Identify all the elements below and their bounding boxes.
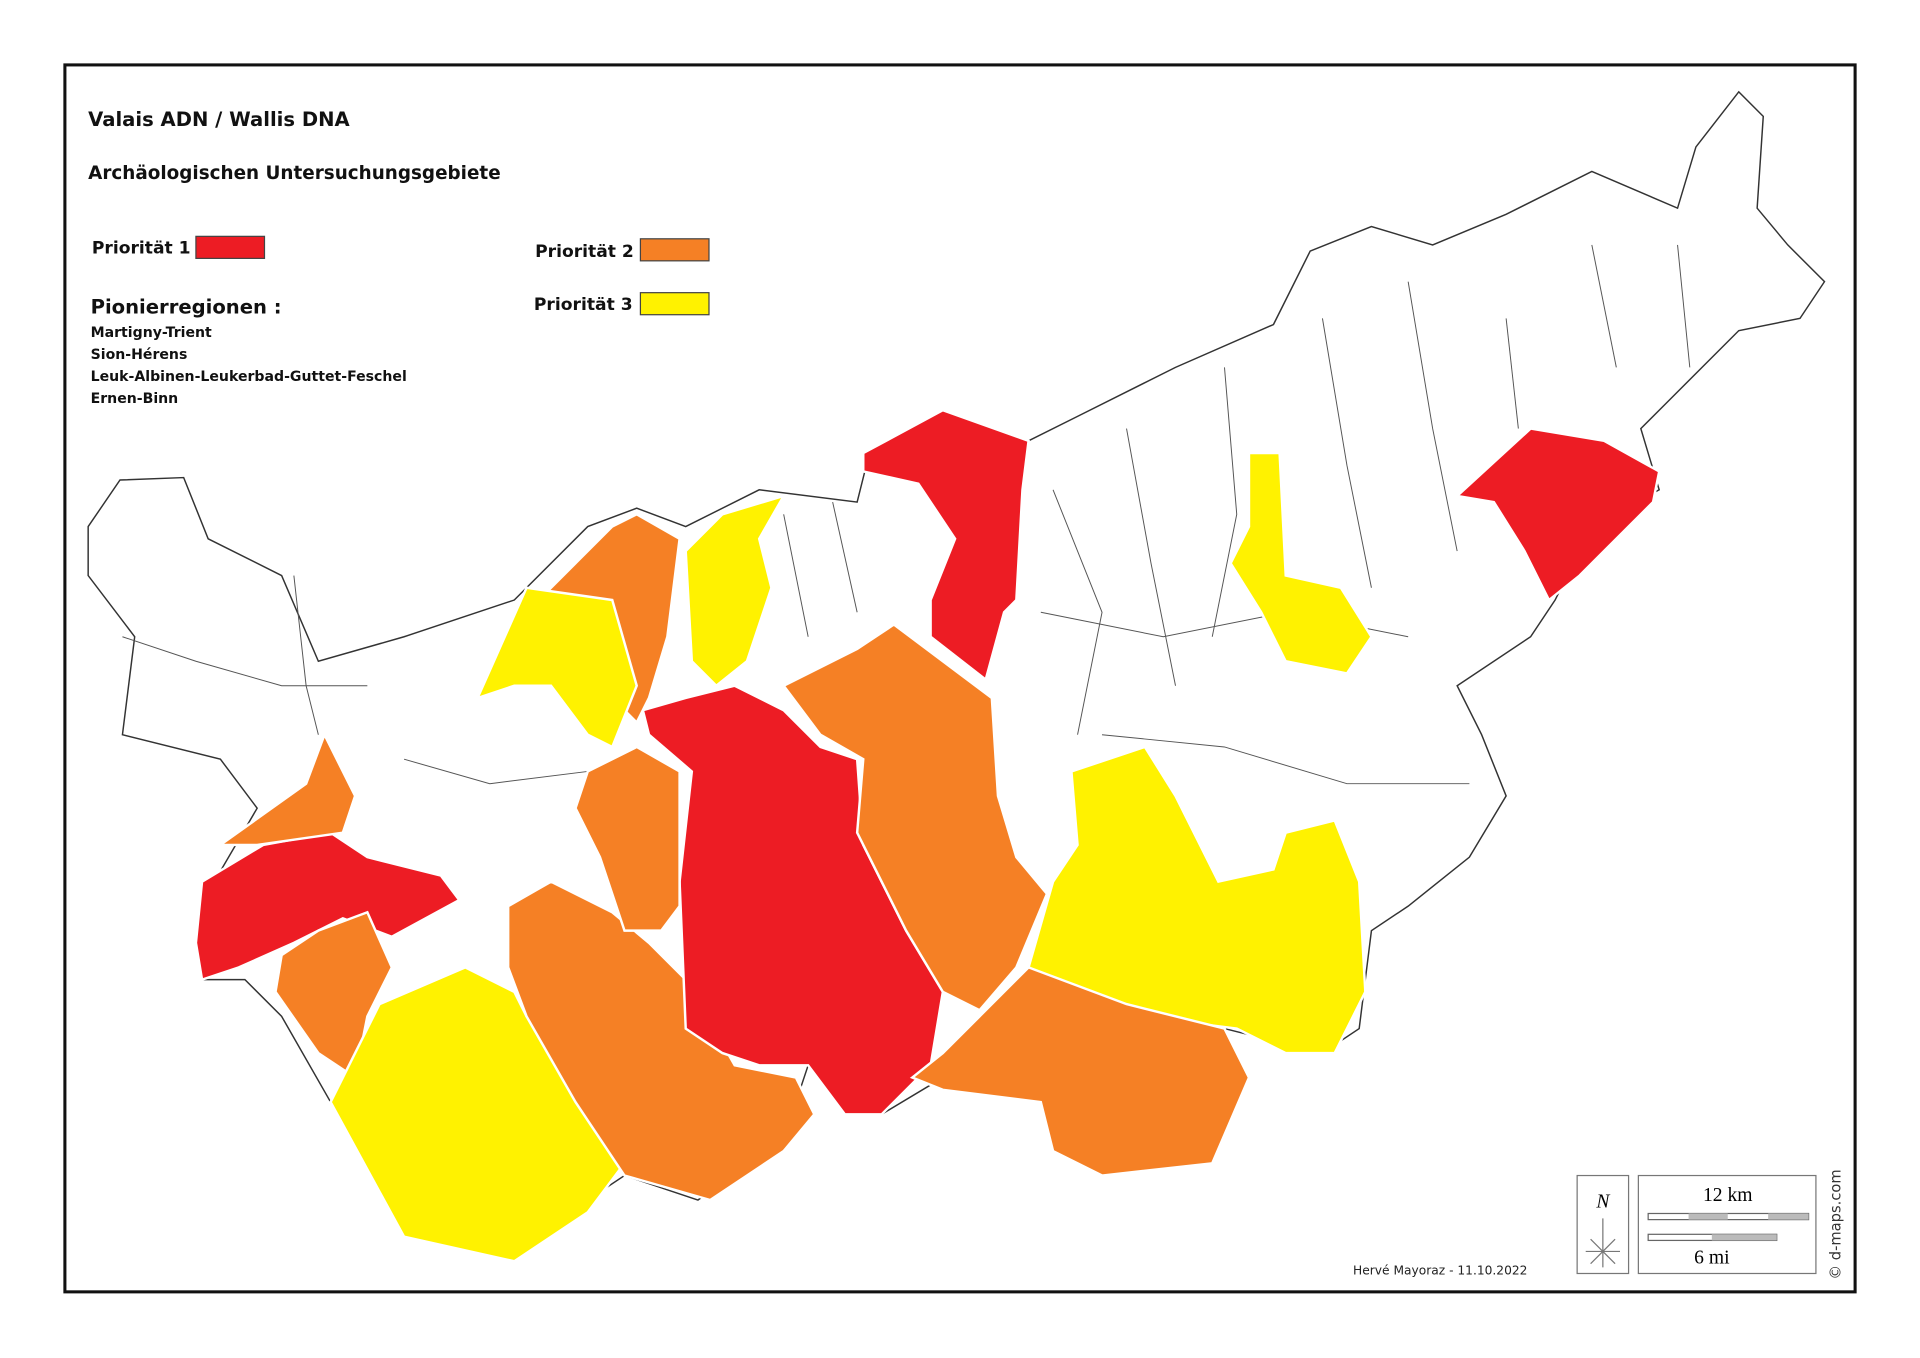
pioneer-region: Leuk-Albinen-Leukerbad-Guttet-Feschel: [91, 369, 407, 385]
district-border: [1211, 367, 1238, 637]
district-border: [293, 575, 319, 735]
priority-region: [684, 493, 787, 688]
legend-swatch: [639, 238, 710, 262]
pioneer-heading: Pionierregionen :: [91, 295, 282, 318]
north-label: N: [1595, 1191, 1610, 1212]
district-border: [832, 501, 858, 613]
district-border: [783, 514, 809, 637]
legend-swatch: [639, 292, 710, 316]
priority-region: [909, 965, 1251, 1177]
credit: © d-maps.com: [1827, 1169, 1844, 1279]
priority-region: [1229, 451, 1373, 675]
district-border: [1126, 428, 1176, 686]
pioneer-region: Martigny-Trient: [91, 325, 212, 341]
author: Hervé Mayoraz - 11.10.2022: [1353, 1264, 1527, 1278]
district-border: [403, 758, 588, 785]
priority-region: [1027, 745, 1367, 1055]
pioneer-region: Ernen-Binn: [91, 391, 179, 407]
legend-label: Priorität 1: [92, 238, 191, 258]
legend-label: Priorität 3: [534, 295, 633, 315]
priority-region: [216, 731, 357, 847]
district-border: [1591, 244, 1617, 368]
district-border: [1321, 318, 1372, 588]
scale-box: [1637, 1174, 1817, 1275]
priority-region: [1454, 427, 1661, 602]
priority-region: [475, 586, 639, 749]
title: Valais ADN / Wallis DNA: [88, 108, 350, 131]
priority-region: [574, 745, 681, 932]
scale-bar-part: [1688, 1213, 1728, 1220]
district-border: [1677, 244, 1691, 368]
compass: [1585, 1218, 1620, 1268]
district-border: [1052, 489, 1103, 735]
scale-bar-part: [1711, 1234, 1777, 1241]
scale-bar-part: [1768, 1213, 1809, 1220]
priority-region: [781, 623, 1049, 1012]
district-border: [122, 636, 368, 687]
pioneer-region: Sion-Hérens: [91, 347, 188, 363]
district-border: [1505, 318, 1519, 429]
priority-region: [862, 408, 1030, 682]
scale-km: 12 km: [1703, 1185, 1753, 1206]
scale-mi: 6 mi: [1694, 1248, 1730, 1269]
legend-swatch: [195, 235, 266, 259]
regions: [87, 90, 1826, 1263]
district-border: [1407, 281, 1458, 552]
legend-label: Priorität 2: [535, 242, 634, 262]
district-border: [1101, 734, 1470, 785]
subtitle: Archäologischen Untersuchungsgebiete: [88, 163, 501, 184]
